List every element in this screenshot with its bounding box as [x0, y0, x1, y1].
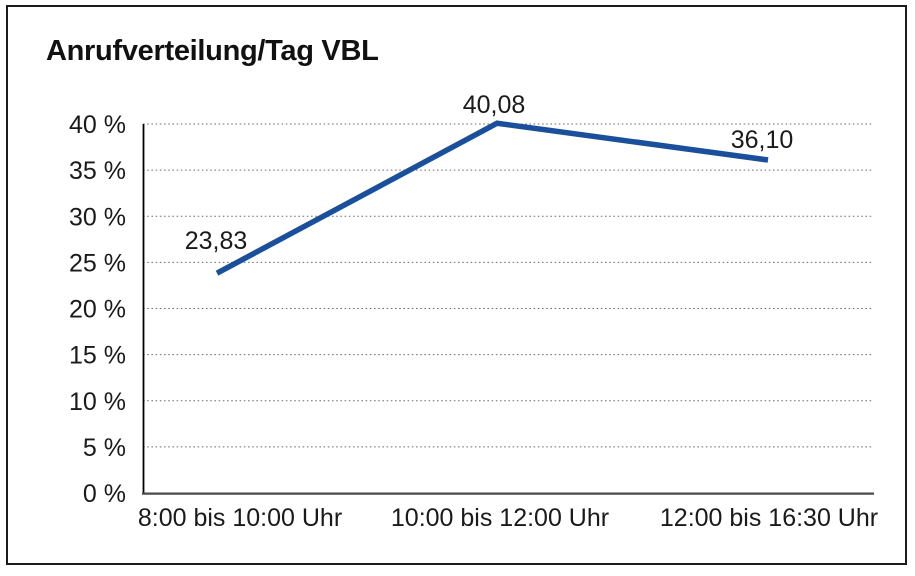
y-tick-label: 20 % [69, 296, 126, 324]
y-tick-label: 0 % [83, 480, 126, 508]
y-tick-label: 35 % [69, 157, 126, 185]
y-tick-label: 5 % [83, 434, 126, 462]
chart-title: Anrufverteilung/Tag VBL [46, 35, 379, 67]
y-tick-label: 25 % [69, 249, 126, 277]
series-line [215, 120, 769, 276]
data-label: 36,10 [731, 126, 794, 154]
chart-frame: Anrufverteilung/Tag VBL [6, 5, 907, 565]
data-label: 40,08 [463, 91, 526, 119]
x-category-label: 8:00 bis 10:00 Uhr [138, 504, 342, 532]
x-category-label: 12:00 bis 16:30 Uhr [660, 504, 878, 532]
y-tick-label: 10 % [69, 388, 126, 416]
data-label: 23,83 [185, 227, 248, 255]
y-tick-label: 30 % [69, 203, 126, 231]
y-tick-label: 15 % [69, 342, 126, 370]
y-tick-label: 40 % [69, 111, 126, 139]
x-category-label: 10:00 bis 12:00 Uhr [391, 504, 609, 532]
